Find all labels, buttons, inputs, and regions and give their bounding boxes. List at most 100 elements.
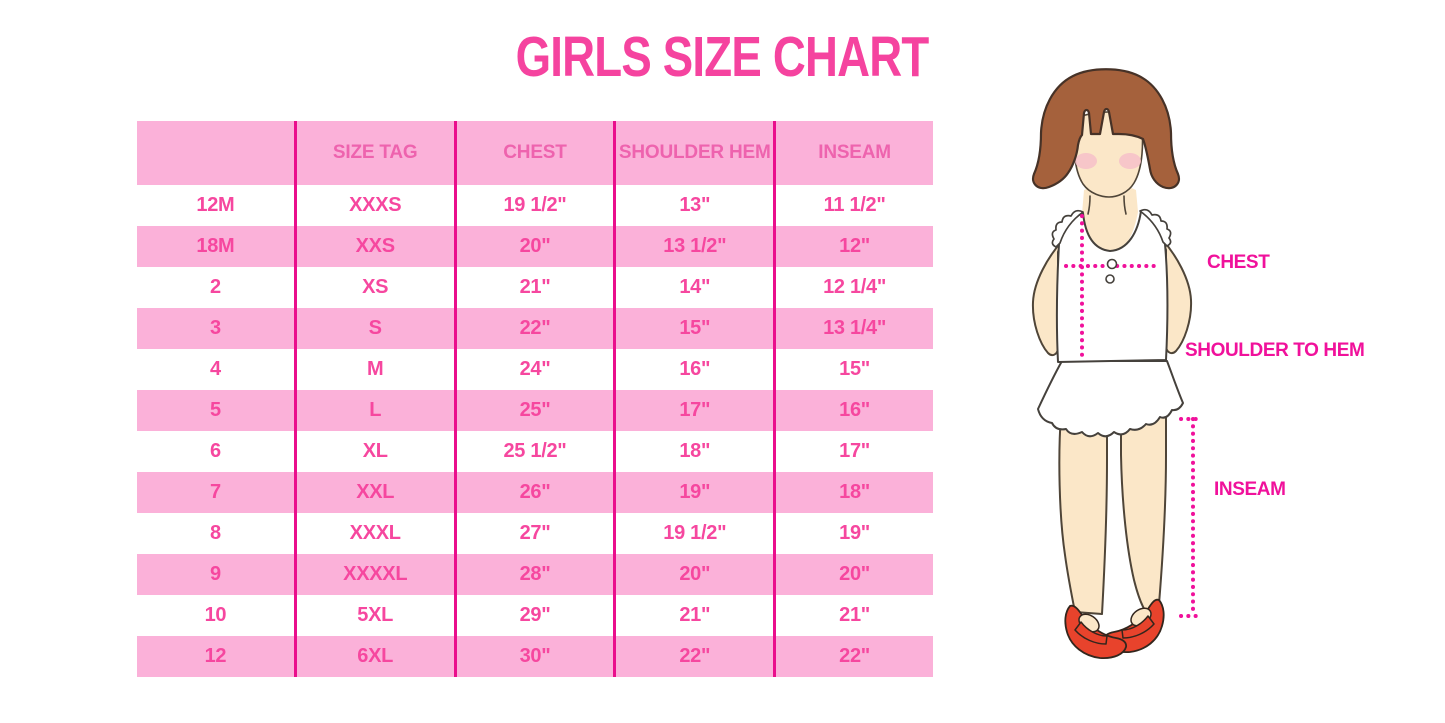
page-title-text: GIRLS SIZE CHART xyxy=(516,25,930,89)
table-cell: 29" xyxy=(453,595,614,636)
table-header-row: SIZE TAG CHEST SHOULDER HEM INSEAM xyxy=(137,121,933,185)
table-cell: 17" xyxy=(613,390,773,431)
girl-illustration xyxy=(1031,68,1204,660)
table-cell: XXS xyxy=(293,226,454,267)
table-cell: 13" xyxy=(613,185,773,226)
table-cell: 18" xyxy=(613,431,773,472)
table-row: 6 XL 25 1/2" 18" 17" xyxy=(137,431,933,472)
table-cell: 12 1/4" xyxy=(773,267,933,308)
left-shoe xyxy=(1064,604,1128,660)
column-header-size xyxy=(137,121,294,185)
table-cell: 21" xyxy=(773,595,933,636)
table-cell: 12" xyxy=(773,226,933,267)
table-row: 12M XXXS 19 1/2" 13" 11 1/2" xyxy=(137,185,933,226)
column-header-chest: CHEST xyxy=(453,121,614,185)
table-cell: 6 xyxy=(209,440,221,462)
table-row: 7 XXL 26" 19" 18" xyxy=(137,472,933,513)
table-cell: 15" xyxy=(773,349,933,390)
table-cell: 25 1/2" xyxy=(453,431,614,472)
table-cell: 5XL xyxy=(293,595,454,636)
table-cell: 15" xyxy=(613,308,773,349)
table-cell: 22" xyxy=(453,308,614,349)
blush-left xyxy=(1075,153,1097,169)
table-cell: 24" xyxy=(453,349,614,390)
left-arm xyxy=(1031,240,1063,357)
table-cell: 19" xyxy=(613,472,773,513)
table-cell: 16" xyxy=(613,349,773,390)
column-header-size-tag: SIZE TAG xyxy=(293,121,454,185)
right-arm xyxy=(1161,238,1193,355)
table-cell: 18" xyxy=(773,472,933,513)
button-top xyxy=(1106,258,1118,270)
table-row: 9 XXXXL 28" 20" 20" xyxy=(137,554,933,595)
table-cell: 21" xyxy=(613,595,773,636)
table-cell: 6XL xyxy=(293,636,454,677)
left-leg xyxy=(1058,414,1108,615)
table-cell: 3 xyxy=(209,317,221,339)
table-row: 10 5XL 29" 21" 21" xyxy=(137,595,933,636)
table-cell: XXXL xyxy=(293,513,454,554)
page-title: GIRLS SIZE CHART xyxy=(0,26,1445,88)
table-cell: 20" xyxy=(773,554,933,595)
table-cell: 5 xyxy=(209,399,221,421)
right-shoulder-ruffle xyxy=(1139,208,1172,247)
inseam-label: INSEAM xyxy=(1214,479,1286,500)
table-row: 8 XXXL 27" 19 1/2" 19" xyxy=(137,513,933,554)
table-cell: 10 xyxy=(204,604,227,626)
table-cell: M xyxy=(293,349,454,390)
table-cell: XXL xyxy=(293,472,454,513)
size-table: SIZE TAG CHEST SHOULDER HEM INSEAM 12M X… xyxy=(137,121,933,677)
table-row: 4 M 24" 16" 15" xyxy=(137,349,933,390)
table-cell: 13 1/4" xyxy=(773,308,933,349)
table-cell: 30" xyxy=(453,636,614,677)
table-cell: 22" xyxy=(613,636,773,677)
left-shoulder-ruffle xyxy=(1051,209,1084,248)
table-cell: 25" xyxy=(453,390,614,431)
table-cell: 17" xyxy=(773,431,933,472)
table-row: 18M XXS 20" 13 1/2" 12" xyxy=(137,226,933,267)
table-cell: 19 1/2" xyxy=(613,513,773,554)
right-leg xyxy=(1120,414,1167,613)
table-cell: 21" xyxy=(453,267,614,308)
chest-label: CHEST xyxy=(1207,252,1270,273)
table-cell: S xyxy=(293,308,454,349)
table-cell: 14" xyxy=(613,267,773,308)
table-cell: 9 xyxy=(209,563,221,585)
shoulder-to-hem-label: SHOULDER TO HEM xyxy=(1185,340,1365,361)
table-cell: XXXXL xyxy=(293,554,454,595)
table-cell: 22" xyxy=(773,636,933,677)
button-bottom xyxy=(1105,274,1115,284)
hair xyxy=(1031,68,1181,190)
table-cell: 19" xyxy=(773,513,933,554)
table-cell: 18M xyxy=(196,235,235,257)
neck-outline xyxy=(1087,195,1127,215)
table-row: 2 XS 21" 14" 12 1/4" xyxy=(137,267,933,308)
bodice xyxy=(1055,210,1169,363)
table-cell: XS xyxy=(293,267,454,308)
table-cell: 2 xyxy=(209,276,221,298)
table-cell: XL xyxy=(293,431,454,472)
table-cell: L xyxy=(293,390,454,431)
table-cell: XXXS xyxy=(293,185,454,226)
table-cell: 12 xyxy=(204,645,227,667)
table-cell: 8 xyxy=(209,522,221,544)
table-cell: 20" xyxy=(453,226,614,267)
column-header-inseam: INSEAM xyxy=(773,121,933,185)
skirt xyxy=(1037,360,1184,438)
table-cell: 26" xyxy=(453,472,614,513)
table-cell: 20" xyxy=(613,554,773,595)
table-cell: 27" xyxy=(453,513,614,554)
blush-right xyxy=(1119,153,1141,169)
table-cell: 16" xyxy=(773,390,933,431)
table-cell: 12M xyxy=(196,194,235,216)
table-cell: 7 xyxy=(209,481,221,503)
table-cell: 11 1/2" xyxy=(773,185,933,226)
girl-figure xyxy=(1031,68,1193,660)
table-row: 3 S 22" 15" 13 1/4" xyxy=(137,308,933,349)
table-row: 5 L 25" 17" 16" xyxy=(137,390,933,431)
table-cell: 19 1/2" xyxy=(453,185,614,226)
table-cell: 28" xyxy=(453,554,614,595)
table-cell: 4 xyxy=(209,358,221,380)
table-row: 12 6XL 30" 22" 22" xyxy=(137,636,933,677)
